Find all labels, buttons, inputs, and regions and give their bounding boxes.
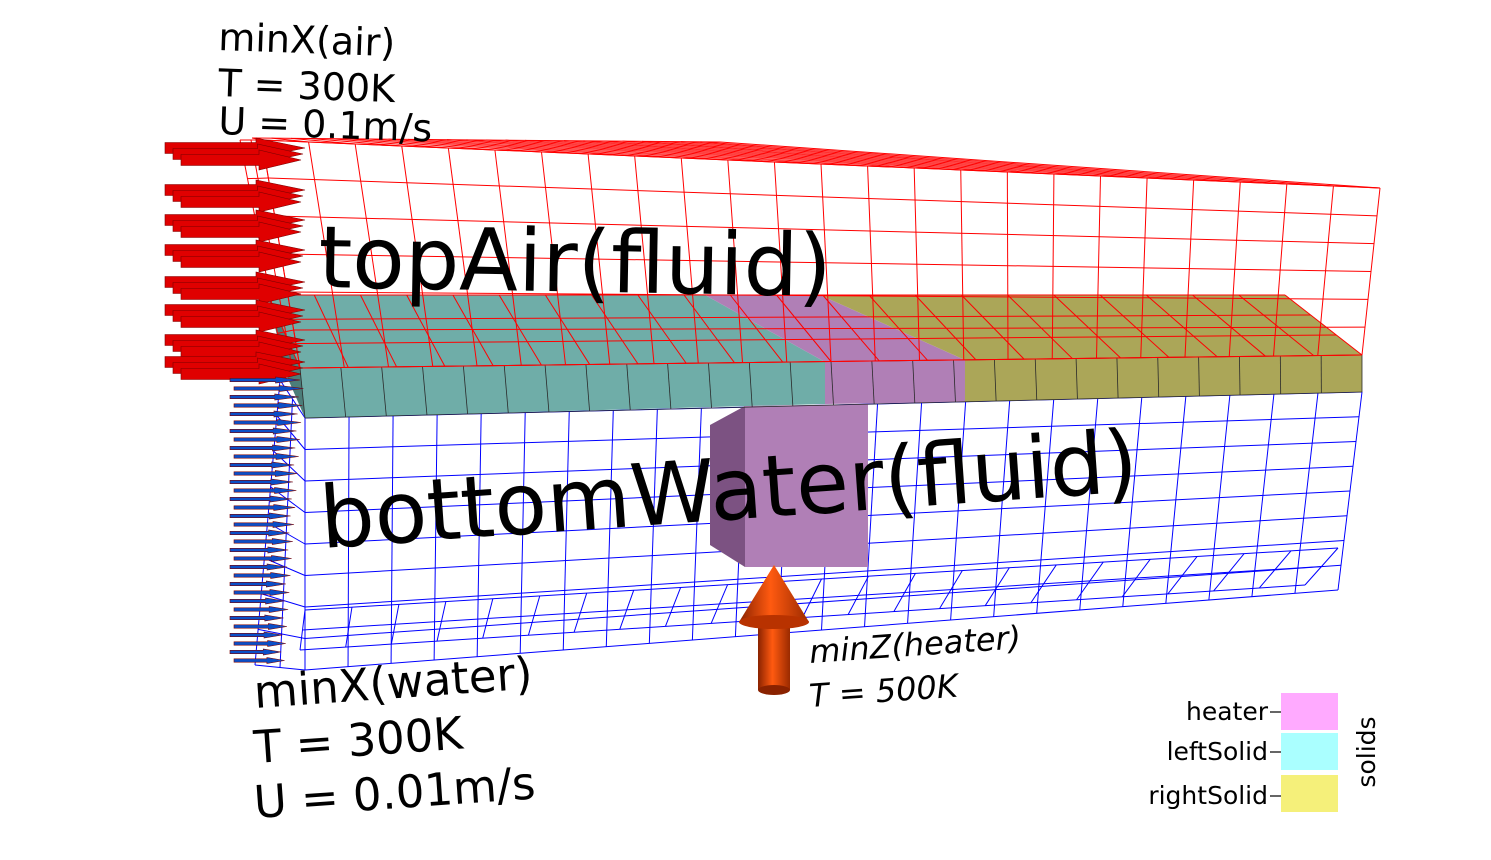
solid-regions bbox=[268, 295, 1363, 567]
solids-legend: heater leftSolid rightSolid solids bbox=[1148, 693, 1381, 812]
legend-swatch-heater bbox=[1281, 693, 1338, 730]
heater-front-face bbox=[825, 360, 965, 404]
heater-bc-patch-name: minZ(heater) bbox=[808, 618, 1022, 671]
top-air-mesh bbox=[239, 137, 1381, 373]
heater-block-side bbox=[710, 406, 745, 545]
legend-label-heater: heater bbox=[1186, 697, 1269, 726]
right-solid-front-face bbox=[965, 355, 1362, 402]
top-inlet-patch-name: minX(air) bbox=[218, 15, 396, 65]
heater-temperature-arrow bbox=[739, 565, 809, 695]
heater-bc-label: minZ(heater) T = 500K bbox=[808, 618, 1022, 715]
top-inlet-label: minX(air) T = 300K U = 0.1m/s bbox=[217, 15, 433, 150]
left-solid-front-face bbox=[300, 362, 825, 418]
legend-title: solids bbox=[1352, 716, 1381, 787]
air-inlet-velocity-arrows bbox=[164, 137, 306, 385]
legend-label-left-solid: leftSolid bbox=[1167, 737, 1268, 766]
water-inlet-velocity-arrows bbox=[229, 376, 304, 664]
heater-block-front bbox=[745, 404, 868, 567]
heater-block-side-lower bbox=[710, 545, 745, 567]
legend-swatch-left-solid bbox=[1281, 733, 1338, 770]
legend-swatch-right-solid bbox=[1281, 775, 1338, 812]
left-solid-top-face bbox=[268, 295, 825, 368]
top-inlet-temperature: T = 300K bbox=[217, 61, 397, 111]
heater-bc-temperature: T = 500K bbox=[808, 666, 962, 714]
bottom-inlet-label: minX(water) T = 300K U = 0.01m/s bbox=[251, 647, 537, 829]
legend-label-right-solid: rightSolid bbox=[1148, 781, 1268, 810]
top-region-label: topAir(fluid) bbox=[318, 208, 833, 317]
top-inlet-velocity: U = 0.1m/s bbox=[218, 99, 433, 150]
bottom-inlet-patch-name: minX(water) bbox=[252, 647, 534, 719]
